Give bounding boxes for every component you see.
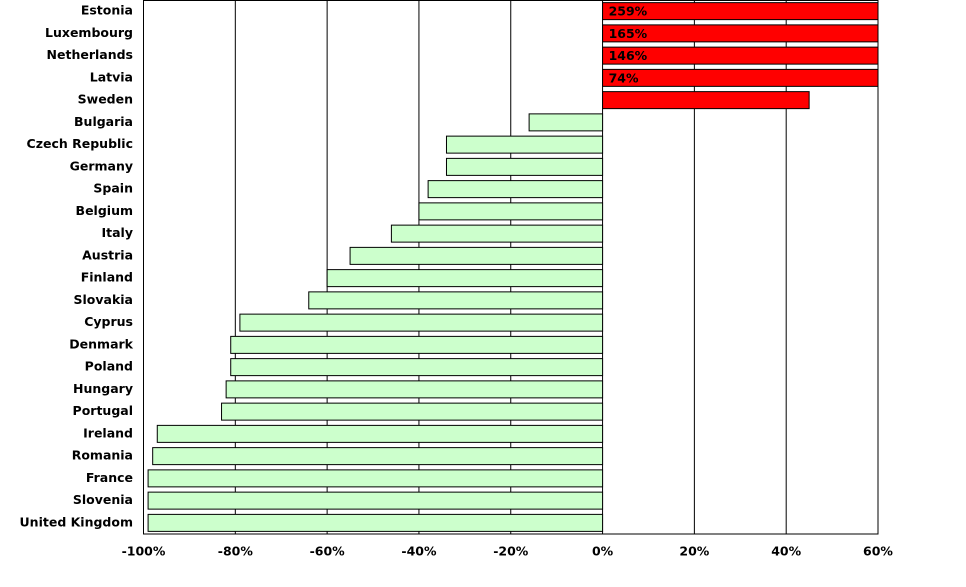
y-tick-label: Italy [102, 225, 134, 240]
bar [147, 469, 604, 488]
bar [427, 180, 604, 199]
value-label: 165% [609, 26, 648, 41]
plot-area [143, 0, 879, 534]
bar [602, 24, 879, 43]
bar [156, 424, 604, 443]
y-tick-label: United Kingdom [20, 514, 133, 529]
bar [349, 246, 604, 265]
y-tick-label: Latvia [90, 69, 133, 84]
y-tick-label: Spain [93, 181, 133, 196]
bar [445, 135, 604, 154]
bar [308, 291, 604, 310]
y-tick-label: Slovenia [73, 492, 133, 507]
bar [602, 91, 810, 110]
y-tick-label: Slovakia [74, 292, 134, 307]
bar [147, 513, 604, 532]
x-tick-label: 20% [679, 544, 709, 559]
y-tick-label: Austria [82, 247, 133, 262]
y-tick-label: Estonia [81, 3, 133, 18]
y-tick-label: Cyprus [84, 314, 133, 329]
x-tick-label: 60% [863, 544, 893, 559]
bar [221, 402, 604, 421]
y-tick-label: Belgium [76, 203, 133, 218]
y-tick-label: Denmark [69, 336, 133, 351]
y-tick-label: Hungary [73, 381, 133, 396]
bar [418, 202, 604, 221]
bar [230, 358, 604, 377]
x-tick-label: -20% [493, 544, 529, 559]
bar [326, 269, 604, 288]
y-tick-label: France [86, 470, 133, 485]
value-label: 259% [609, 4, 648, 19]
x-tick-label: -80% [218, 544, 254, 559]
x-tick-label: 40% [771, 544, 801, 559]
bar [602, 2, 879, 21]
y-tick-label: Sweden [78, 92, 133, 107]
bar [230, 335, 604, 354]
bar [602, 68, 879, 87]
y-tick-label: Romania [72, 448, 133, 463]
bar [147, 491, 604, 510]
bar [239, 313, 604, 332]
bar [602, 46, 879, 65]
y-tick-label: Ireland [83, 425, 133, 440]
bar [152, 447, 604, 466]
y-tick-label: Bulgaria [74, 114, 133, 129]
x-tick-label: -100% [122, 544, 166, 559]
y-tick-label: Netherlands [47, 47, 133, 62]
x-tick-label: -40% [401, 544, 437, 559]
y-tick-label: Germany [70, 158, 133, 173]
x-tick-label: 0% [592, 544, 614, 559]
y-tick-label: Poland [85, 359, 133, 374]
y-tick-label: Finland [81, 270, 133, 285]
value-label: 74% [609, 70, 639, 85]
x-tick-label: -60% [310, 544, 346, 559]
value-label: 146% [609, 48, 648, 63]
bar [528, 113, 604, 132]
bar [390, 224, 604, 243]
plot-border [143, 0, 879, 535]
y-tick-label: Luxembourg [45, 25, 133, 40]
y-tick-label: Czech Republic [27, 136, 133, 151]
bar [445, 157, 604, 176]
bar [225, 380, 604, 399]
y-tick-label: Portugal [73, 403, 133, 418]
